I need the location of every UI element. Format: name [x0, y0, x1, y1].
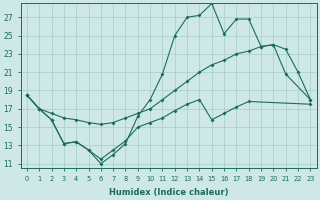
- X-axis label: Humidex (Indice chaleur): Humidex (Indice chaleur): [109, 188, 228, 197]
